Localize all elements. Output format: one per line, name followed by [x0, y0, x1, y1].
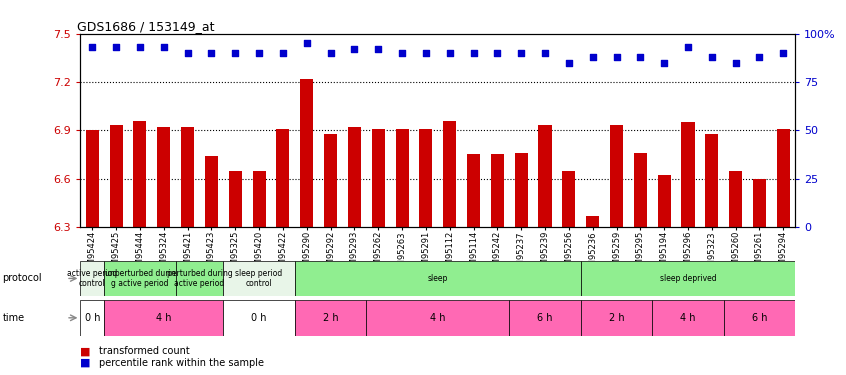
- Point: [681, 44, 695, 50]
- Bar: [580, 261, 795, 296]
- Text: ■: ■: [80, 346, 91, 356]
- Point: [586, 54, 600, 60]
- Bar: [682, 122, 695, 227]
- Point: [491, 50, 504, 56]
- Bar: [366, 300, 509, 336]
- Bar: [753, 178, 766, 227]
- Text: sleep: sleep: [427, 274, 448, 283]
- Point: [419, 50, 432, 56]
- Point: [276, 50, 289, 56]
- Bar: [443, 121, 456, 227]
- Bar: [586, 216, 599, 227]
- Bar: [294, 300, 366, 336]
- Text: 4 h: 4 h: [680, 313, 695, 323]
- Bar: [467, 154, 480, 227]
- Bar: [253, 171, 266, 227]
- Text: 0 h: 0 h: [251, 313, 266, 323]
- Text: 6 h: 6 h: [752, 313, 767, 323]
- Point: [634, 54, 647, 60]
- Text: 6 h: 6 h: [537, 313, 552, 323]
- Point: [205, 50, 218, 56]
- Bar: [348, 127, 361, 227]
- Bar: [157, 127, 170, 227]
- Bar: [509, 300, 580, 336]
- Point: [348, 46, 361, 52]
- Bar: [723, 300, 795, 336]
- Bar: [652, 300, 723, 336]
- Text: sleep deprived: sleep deprived: [660, 274, 717, 283]
- Bar: [205, 156, 218, 227]
- Point: [228, 50, 242, 56]
- Bar: [104, 300, 223, 336]
- Bar: [491, 154, 504, 227]
- Bar: [634, 153, 647, 227]
- Text: active period
control: active period control: [67, 269, 118, 288]
- Text: time: time: [3, 313, 25, 323]
- Bar: [371, 129, 385, 227]
- Bar: [80, 300, 104, 336]
- Text: unperturbed durin
g active period: unperturbed durin g active period: [105, 269, 175, 288]
- Text: 2 h: 2 h: [323, 313, 338, 323]
- Point: [705, 54, 718, 60]
- Point: [157, 44, 171, 50]
- Point: [562, 60, 575, 66]
- Point: [109, 44, 123, 50]
- Bar: [134, 121, 146, 227]
- Point: [538, 50, 552, 56]
- Bar: [228, 171, 242, 227]
- Point: [729, 60, 743, 66]
- Bar: [729, 171, 742, 227]
- Text: 4 h: 4 h: [430, 313, 446, 323]
- Bar: [514, 153, 528, 227]
- Point: [181, 50, 195, 56]
- Bar: [80, 261, 104, 296]
- Text: sleep period
control: sleep period control: [235, 269, 283, 288]
- Bar: [706, 134, 718, 227]
- Text: 0 h: 0 h: [85, 313, 100, 323]
- Text: percentile rank within the sample: percentile rank within the sample: [99, 357, 264, 368]
- Point: [300, 40, 314, 46]
- Bar: [396, 129, 409, 227]
- Point: [443, 50, 457, 56]
- Text: ■: ■: [80, 357, 91, 368]
- Point: [753, 54, 766, 60]
- Bar: [777, 129, 790, 227]
- Text: perturbed during
active period: perturbed during active period: [167, 269, 233, 288]
- Bar: [176, 261, 223, 296]
- Bar: [324, 134, 337, 227]
- Bar: [277, 129, 289, 227]
- Bar: [223, 261, 294, 296]
- Point: [85, 44, 99, 50]
- Text: GDS1686 / 153149_at: GDS1686 / 153149_at: [77, 20, 214, 33]
- Bar: [181, 127, 194, 227]
- Text: protocol: protocol: [3, 273, 42, 284]
- Point: [610, 54, 624, 60]
- Text: 4 h: 4 h: [156, 313, 172, 323]
- Point: [777, 50, 790, 56]
- Text: transformed count: transformed count: [99, 346, 190, 356]
- Point: [252, 50, 266, 56]
- Bar: [610, 126, 623, 227]
- Bar: [580, 300, 652, 336]
- Point: [514, 50, 528, 56]
- Point: [324, 50, 338, 56]
- Point: [371, 46, 385, 52]
- Point: [657, 60, 671, 66]
- Bar: [563, 171, 575, 227]
- Bar: [300, 79, 313, 227]
- Bar: [657, 176, 671, 227]
- Bar: [85, 130, 99, 227]
- Point: [467, 50, 481, 56]
- Bar: [223, 300, 294, 336]
- Bar: [104, 261, 176, 296]
- Bar: [294, 261, 580, 296]
- Bar: [420, 129, 432, 227]
- Bar: [539, 126, 552, 227]
- Point: [395, 50, 409, 56]
- Bar: [110, 126, 123, 227]
- Text: 2 h: 2 h: [609, 313, 624, 323]
- Point: [133, 44, 146, 50]
